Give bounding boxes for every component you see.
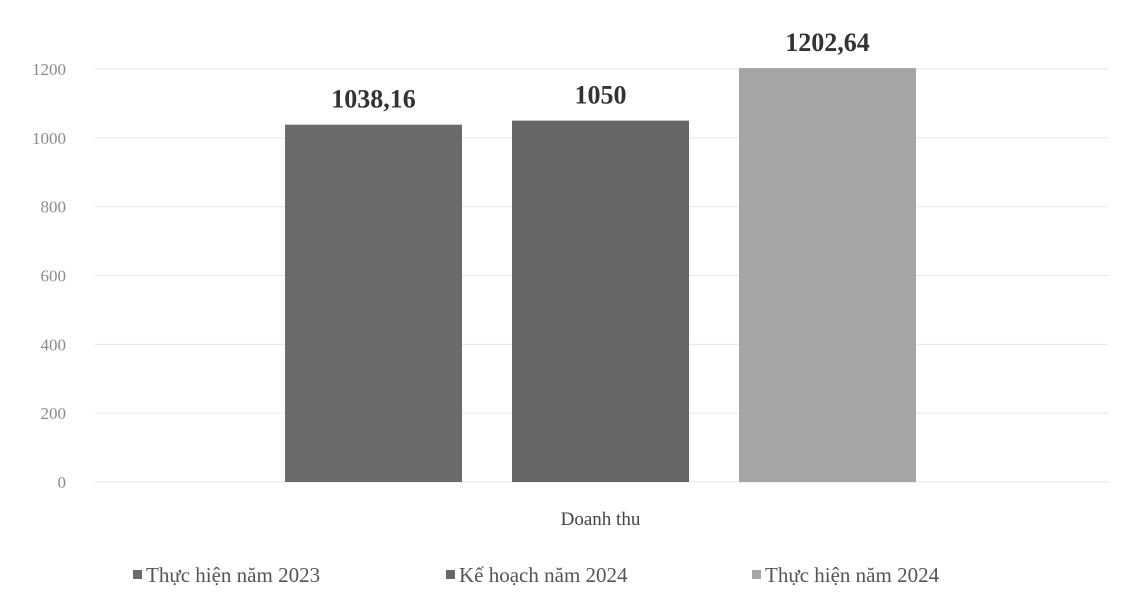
data-label: 1202,64 <box>785 28 870 57</box>
y-tick-label: 1200 <box>32 60 66 79</box>
data-labels: 1038,16 1050 1202,64 <box>331 28 870 114</box>
y-tick-label: 1000 <box>32 129 66 148</box>
legend: Thực hiện năm 2023 Kế hoạch năm 2024 Thực … <box>133 563 940 587</box>
y-tick-label: 400 <box>41 335 67 354</box>
data-label: 1038,16 <box>331 85 416 114</box>
legend-item-2[interactable]: Kế hoạch năm 2024 <box>446 563 628 587</box>
bars <box>285 68 916 482</box>
bar-3[interactable] <box>739 68 916 482</box>
y-tick-label: 200 <box>41 404 67 423</box>
legend-item-3[interactable]: Thực hiện năm 2024 <box>752 563 940 587</box>
y-tick-label: 600 <box>41 267 67 286</box>
legend-label: Kế hoạch năm 2024 <box>459 563 628 587</box>
legend-label: Thực hiện năm 2023 <box>146 563 320 587</box>
data-label: 1050 <box>575 81 627 110</box>
bar-2[interactable] <box>512 120 689 482</box>
legend-swatch <box>446 570 455 579</box>
x-category-label: Doanh thu <box>561 509 641 530</box>
y-tick-label: 800 <box>41 198 67 217</box>
y-tick-label: 0 <box>58 473 67 492</box>
bar-1[interactable] <box>285 124 462 482</box>
y-axis-ticks: 0 200 400 600 800 1000 1200 <box>32 60 66 492</box>
legend-swatch <box>133 570 142 579</box>
legend-item-1[interactable]: Thực hiện năm 2023 <box>133 563 320 587</box>
legend-swatch <box>752 570 761 579</box>
legend-label: Thực hiện năm 2024 <box>765 563 940 587</box>
x-axis-categories: Doanh thu <box>561 509 641 530</box>
